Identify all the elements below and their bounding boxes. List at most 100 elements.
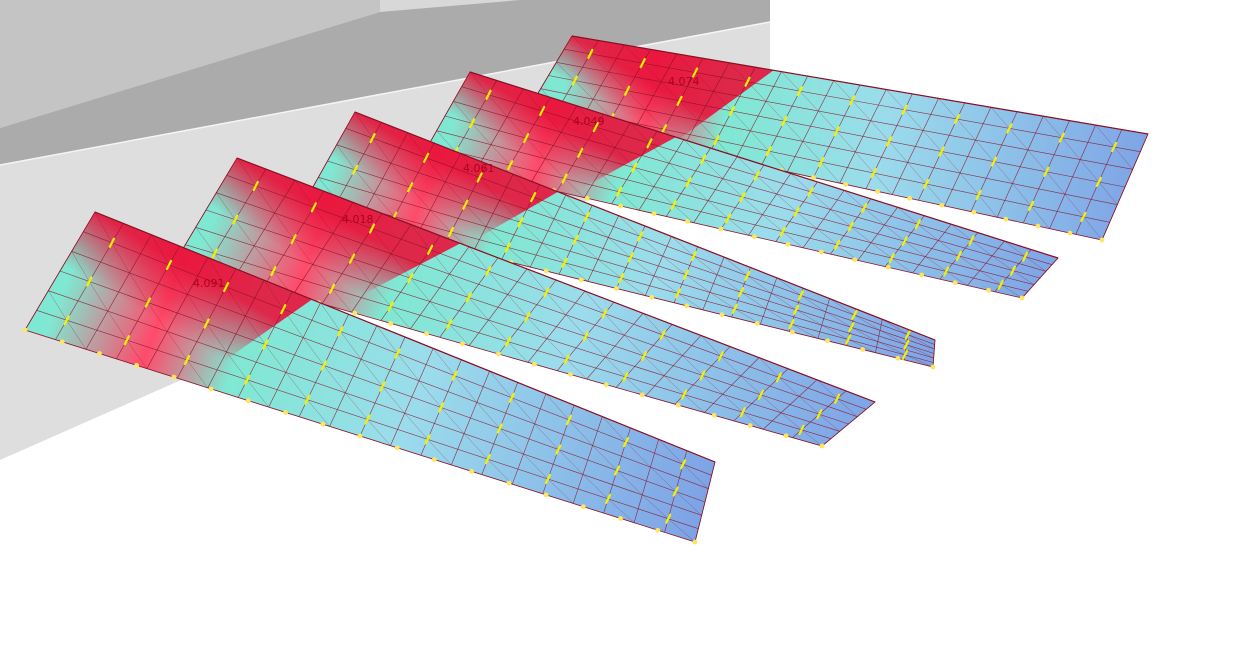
load-arrow xyxy=(571,75,578,86)
load-arrow xyxy=(997,279,1004,290)
support-node xyxy=(895,355,901,361)
support-node xyxy=(614,286,619,291)
load-arrow xyxy=(797,290,804,301)
support-node xyxy=(752,234,757,240)
load-arrow xyxy=(1027,200,1035,212)
load-arrow xyxy=(328,283,336,294)
support-node xyxy=(578,277,584,283)
load-arrow xyxy=(739,191,746,203)
load-arrow xyxy=(523,132,530,144)
support-node xyxy=(692,539,698,545)
load-arrow xyxy=(369,133,376,144)
load-arrow xyxy=(605,493,612,504)
load-arrow xyxy=(583,211,590,222)
load-arrow xyxy=(676,95,683,106)
support-node xyxy=(843,182,848,187)
load-arrow xyxy=(728,105,736,117)
peak-label-1: 4.091 xyxy=(193,277,225,290)
load-arrow xyxy=(485,89,492,100)
load-arrow xyxy=(700,154,707,165)
load-arrow xyxy=(622,437,630,448)
load-arrow xyxy=(555,444,562,455)
load-arrow xyxy=(781,116,788,127)
load-arrow xyxy=(713,135,720,146)
load-arrow xyxy=(888,253,895,264)
load-arrow xyxy=(1022,251,1029,262)
load-arrow xyxy=(870,167,877,179)
load-arrow xyxy=(203,318,210,329)
support-node xyxy=(789,329,795,335)
support-node xyxy=(930,364,936,370)
support-node xyxy=(1019,295,1025,301)
load-arrow xyxy=(223,281,230,293)
support-node xyxy=(460,341,465,347)
load-arrow xyxy=(739,407,746,418)
load-arrow xyxy=(438,402,445,413)
load-arrow xyxy=(618,272,625,284)
load-arrow xyxy=(627,252,634,263)
load-arrow xyxy=(563,354,570,365)
support-node xyxy=(639,392,645,398)
load-arrow xyxy=(1095,176,1102,188)
load-arrow xyxy=(424,434,431,445)
load-arrow xyxy=(63,315,70,326)
support-node xyxy=(675,402,681,408)
load-arrow xyxy=(624,85,631,96)
load-arrow xyxy=(1009,265,1017,276)
load-arrow xyxy=(320,360,327,371)
load-arrow xyxy=(901,349,909,360)
load-arrow xyxy=(423,152,430,163)
support-node xyxy=(532,361,537,367)
support-node xyxy=(685,218,690,224)
support-node xyxy=(496,351,501,357)
load-arrow xyxy=(672,486,679,497)
load-arrow xyxy=(699,370,706,381)
load-arrow xyxy=(565,414,572,426)
load-arrow xyxy=(232,214,239,225)
support-node xyxy=(818,249,824,255)
load-arrow xyxy=(903,339,910,350)
load-arrow xyxy=(637,231,644,242)
load-arrow xyxy=(304,394,311,405)
load-arrow xyxy=(816,409,823,420)
support-node xyxy=(719,312,725,318)
load-arrow xyxy=(577,147,584,158)
peak-value-labels: 4.074 4.049 4.061 4.018 4.091 xyxy=(193,75,700,290)
load-arrow xyxy=(1043,166,1050,177)
load-arrow xyxy=(765,146,772,157)
load-arrow xyxy=(833,393,841,404)
load-arrow xyxy=(1006,123,1013,134)
load-arrow xyxy=(484,454,491,465)
load-arrow xyxy=(796,85,803,97)
load-arrow xyxy=(886,136,893,147)
load-arrow xyxy=(476,172,483,183)
load-arrow xyxy=(659,329,666,340)
load-arrow xyxy=(788,319,795,330)
load-arrow xyxy=(468,118,476,129)
load-arrow xyxy=(775,372,783,383)
support-node xyxy=(357,433,363,439)
support-node xyxy=(907,195,913,201)
support-node xyxy=(939,202,945,208)
support-node xyxy=(388,320,394,326)
load-arrow xyxy=(616,186,623,197)
load-arrow xyxy=(861,202,868,214)
support-node xyxy=(783,433,789,439)
load-arrow xyxy=(834,239,841,250)
wall-face-upper xyxy=(0,0,380,128)
ridge-1 xyxy=(22,211,716,545)
peak-label-5: 4.074 xyxy=(668,75,700,88)
load-arrow xyxy=(851,309,858,321)
load-arrow xyxy=(901,236,908,247)
support-node xyxy=(1003,216,1009,222)
load-arrow xyxy=(849,95,856,106)
support-node xyxy=(584,195,590,201)
load-arrow xyxy=(123,335,130,346)
support-node xyxy=(22,327,28,333)
support-node xyxy=(283,410,288,415)
load-arrow xyxy=(901,104,908,115)
support-node xyxy=(825,338,830,344)
load-arrow xyxy=(685,177,692,188)
support-node xyxy=(580,504,586,510)
